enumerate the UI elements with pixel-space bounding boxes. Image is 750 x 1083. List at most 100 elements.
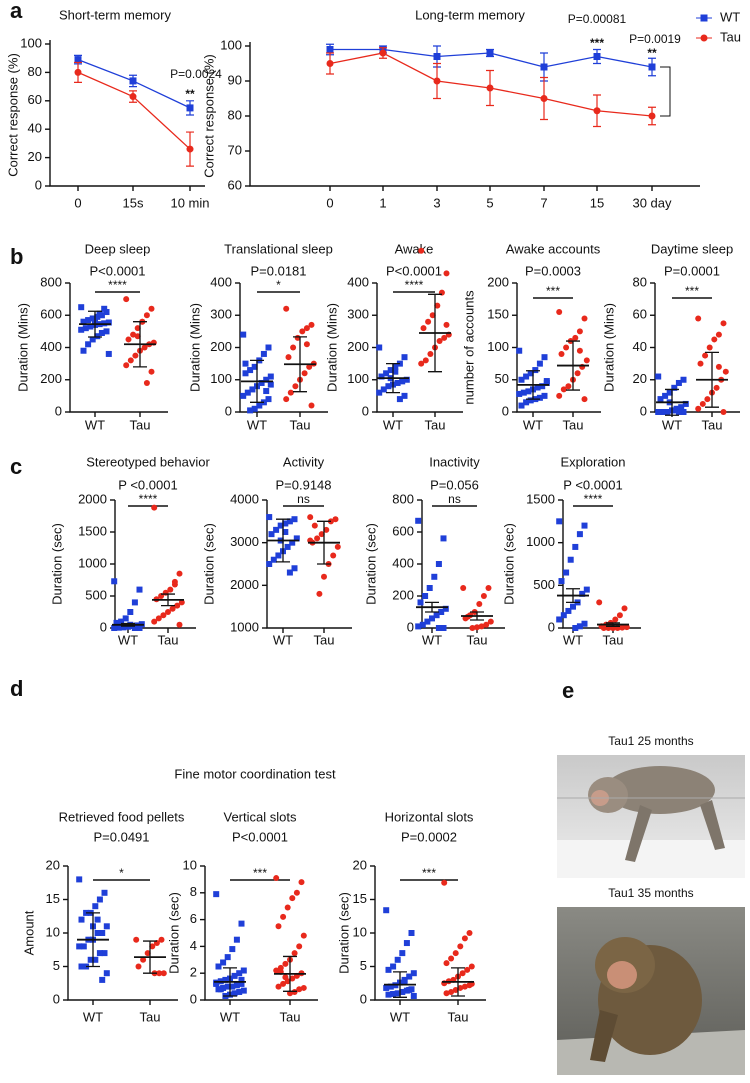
- y-axis-label: Duration (Mins): [601, 303, 616, 392]
- dot: [240, 392, 247, 399]
- dot: [282, 529, 289, 535]
- dot: [581, 522, 588, 529]
- dot: [385, 991, 392, 998]
- dot: [296, 986, 303, 993]
- y-tick-label: 500: [533, 577, 555, 592]
- y-axis-label: number of accounts: [461, 290, 476, 405]
- dot: [418, 360, 425, 367]
- dot: [236, 988, 243, 995]
- dot: [263, 388, 270, 395]
- dot: [460, 585, 467, 591]
- dot: [385, 966, 392, 973]
- dot: [401, 978, 408, 985]
- y-tick-label: 0: [362, 403, 369, 418]
- dot: [431, 573, 438, 580]
- dot: [576, 531, 583, 538]
- dot: [435, 625, 442, 631]
- dot: [144, 950, 151, 957]
- dot: [443, 270, 450, 277]
- dot: [664, 409, 671, 415]
- x-tick-label: WT: [118, 632, 138, 647]
- dot: [251, 363, 258, 370]
- dot: [265, 344, 272, 351]
- dot: [85, 341, 92, 348]
- dot: [680, 376, 687, 383]
- dot: [429, 312, 436, 319]
- dot: [410, 992, 417, 999]
- dot: [440, 535, 447, 542]
- dot: [286, 569, 293, 576]
- dot: [275, 983, 282, 990]
- x-tick-label: Tau: [448, 1009, 469, 1024]
- dot: [273, 526, 280, 533]
- dot: [131, 599, 138, 606]
- dot: [536, 394, 543, 401]
- dot: [429, 615, 435, 622]
- y-axis-label: Duration (sec): [201, 523, 216, 605]
- y-tick-label: 600: [40, 307, 62, 322]
- dot: [298, 879, 305, 886]
- significance-stars: ***: [685, 284, 699, 298]
- dot: [78, 963, 85, 970]
- x-tick-label: Tau: [158, 632, 179, 647]
- point: [186, 145, 194, 153]
- dot: [525, 388, 532, 395]
- dot: [403, 940, 410, 947]
- dot: [96, 310, 103, 317]
- y-axis-label: Duration (Mins): [187, 303, 202, 392]
- y-tick-label: 0: [407, 619, 414, 634]
- dot: [556, 518, 563, 525]
- y-tick-label: 200: [487, 274, 509, 289]
- dot: [290, 344, 297, 351]
- dot: [392, 363, 399, 370]
- dot: [720, 409, 727, 415]
- dot: [99, 930, 106, 936]
- dot: [394, 379, 401, 386]
- dot: [99, 976, 106, 983]
- dot: [572, 543, 579, 550]
- dot: [165, 609, 171, 615]
- y-tick-label: 4000: [230, 491, 259, 506]
- y-tick-label: 100: [487, 339, 509, 354]
- dot: [483, 621, 490, 628]
- y-axis-label: Duration (Mins): [324, 303, 339, 392]
- y-tick-label: 1500: [526, 491, 555, 506]
- x-tick-label: WT: [220, 1009, 240, 1024]
- dot: [87, 956, 94, 963]
- dot: [258, 379, 265, 386]
- dot: [134, 325, 141, 332]
- y-tick-label: 80: [28, 64, 42, 79]
- dot: [125, 336, 132, 343]
- x-tick-label: WT: [273, 632, 293, 647]
- dot: [720, 320, 727, 327]
- dot: [122, 615, 129, 622]
- significance-stars: ns: [448, 492, 461, 506]
- dot: [283, 396, 290, 403]
- dot: [158, 936, 165, 943]
- dot: [76, 943, 83, 950]
- dot: [280, 913, 287, 920]
- y-tick-label: 1000: [230, 619, 259, 634]
- dot: [596, 599, 603, 606]
- bracket: [660, 66, 671, 117]
- panel-label: e: [562, 678, 574, 703]
- dot: [442, 605, 449, 612]
- photo-label: Tau1 25 months: [608, 734, 693, 748]
- dot: [399, 950, 406, 957]
- dot: [224, 954, 231, 961]
- point: [74, 56, 82, 64]
- dot: [527, 397, 534, 404]
- point: [540, 95, 548, 102]
- dot: [376, 389, 383, 396]
- dot: [394, 990, 401, 997]
- dot: [266, 561, 273, 567]
- y-axis-label: Amount: [21, 910, 36, 955]
- dot: [579, 590, 586, 597]
- dot: [427, 350, 434, 357]
- dot: [425, 318, 432, 325]
- dot: [401, 354, 408, 361]
- dot: [424, 618, 431, 625]
- dot: [574, 370, 581, 377]
- dot: [256, 402, 263, 409]
- y-tick-label: 50: [495, 371, 509, 386]
